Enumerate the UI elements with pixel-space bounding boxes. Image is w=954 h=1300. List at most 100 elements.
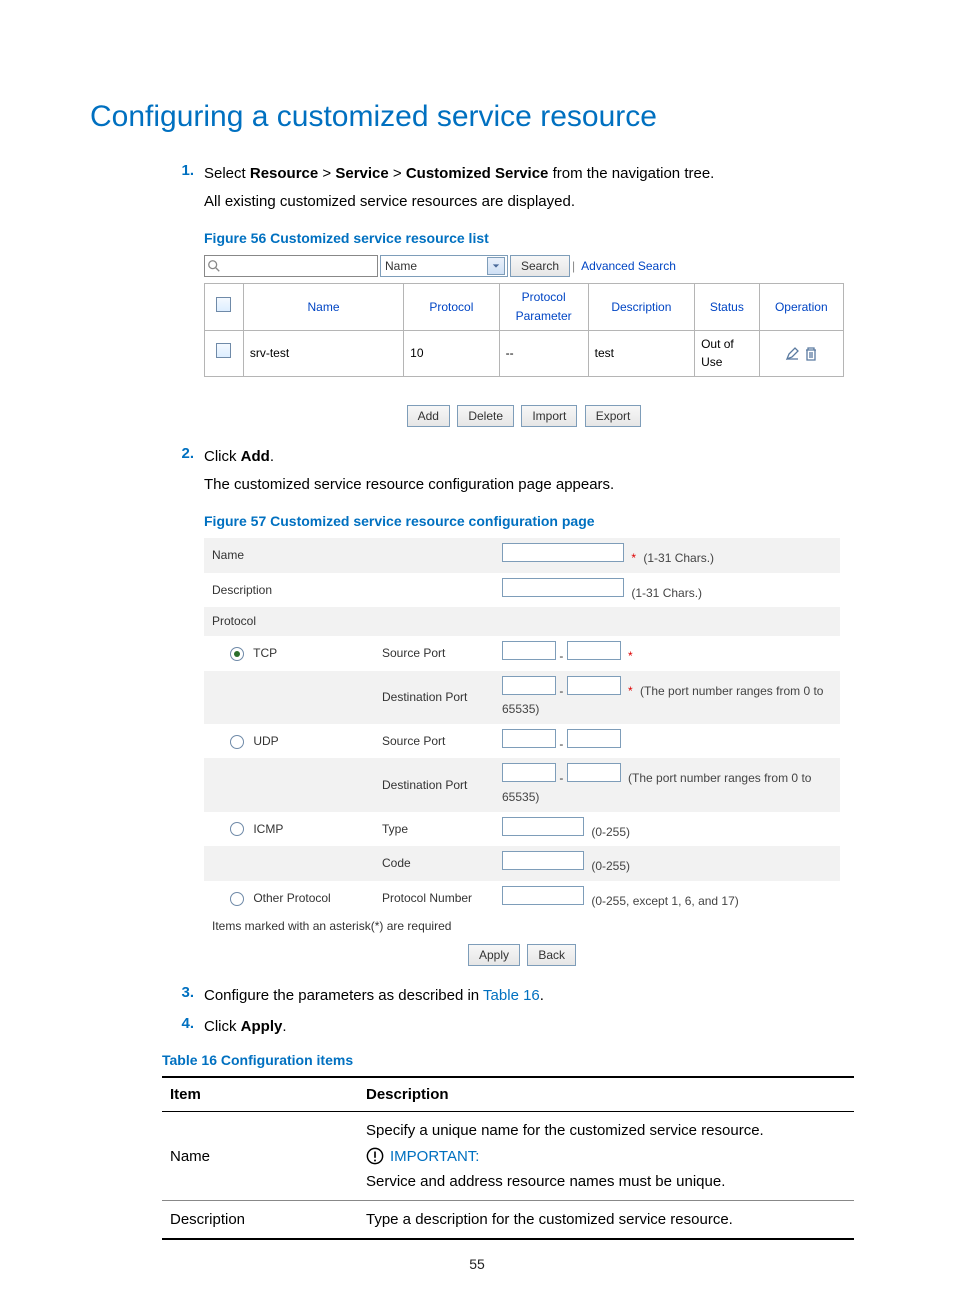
dash-3: - (559, 737, 563, 751)
icmp-radio[interactable] (230, 822, 244, 836)
tcp-dst-port-from[interactable] (502, 676, 556, 695)
dash-2: - (559, 684, 563, 698)
row-checkbox[interactable] (216, 343, 231, 358)
step-4-post: . (282, 1018, 286, 1035)
icmp-code-label: Code (382, 854, 502, 873)
tcp-src-port-to[interactable] (567, 641, 621, 660)
tcp-label: TCP (253, 646, 277, 660)
udp-label: UDP (253, 734, 278, 748)
figure-57: Name * (1-31 Chars.) Description (204, 538, 840, 966)
step-4-body: Click Apply. (204, 1015, 287, 1038)
name-input[interactable] (502, 543, 624, 562)
search-icon (207, 259, 221, 273)
step-1-number: 1. (162, 162, 204, 427)
col-protocol[interactable]: Protocol (404, 284, 499, 330)
search-button[interactable]: Search (510, 255, 570, 277)
cell-name: srv-test (243, 330, 403, 376)
important-icon (366, 1147, 384, 1165)
col-description[interactable]: Description (588, 284, 694, 330)
delete-icon[interactable] (804, 346, 818, 362)
other-protocol-radio[interactable] (230, 892, 244, 906)
step-1-text-post: from the navigation tree. (548, 165, 714, 182)
asterisk-note: Items marked with an asterisk(*) are req… (204, 915, 840, 938)
tcp-src-port-from[interactable] (502, 641, 556, 660)
cell-status: Out of Use (695, 330, 760, 376)
protocol-number-input[interactable] (502, 886, 584, 905)
import-button[interactable]: Import (521, 405, 577, 427)
advanced-search-link[interactable]: Advanced Search (581, 257, 676, 276)
icmp-type-hint: (0-255) (591, 825, 630, 839)
edit-icon[interactable] (785, 346, 801, 362)
step-1-body: Select Resource > Service > Customized S… (204, 162, 844, 427)
icmp-type-label: Type (382, 820, 502, 839)
t16-name-line2: Service and address resource names must … (366, 1173, 846, 1190)
udp-dst-port-to[interactable] (567, 763, 621, 782)
udp-radio[interactable] (230, 735, 244, 749)
dash-1: - (559, 649, 563, 663)
cell-desc: test (588, 330, 694, 376)
protocol-number-hint: (0-255, except 1, 6, and 17) (591, 894, 738, 908)
export-button[interactable]: Export (585, 405, 642, 427)
name-hint: (1-31 Chars.) (643, 551, 714, 565)
row-protocol: Protocol (204, 607, 840, 636)
select-all-checkbox[interactable] (216, 297, 231, 312)
description-input[interactable] (502, 578, 624, 597)
step-3-post: . (540, 987, 544, 1004)
udp-src-port-to[interactable] (567, 729, 621, 748)
step-2-body: Click Add. The customized service resour… (204, 445, 840, 966)
step-2: 2. Click Add. The customized service res… (162, 445, 864, 966)
tcp-radio[interactable] (230, 647, 244, 661)
step-2-add: Add (241, 448, 270, 465)
t16-h-desc: Description (358, 1077, 854, 1112)
step-2-post: . (270, 448, 274, 465)
apply-button[interactable]: Apply (468, 944, 520, 966)
table-16: Item Description Name Specify a unique n… (162, 1076, 854, 1240)
page-number: 55 (0, 1256, 954, 1272)
step-4-number: 4. (162, 1015, 204, 1038)
step-1-sep1: > (318, 165, 335, 182)
page: Configuring a customized service resourc… (0, 0, 954, 1300)
t16-name-line1: Specify a unique name for the customized… (366, 1122, 846, 1139)
col-status[interactable]: Status (695, 284, 760, 330)
resource-table: Name Protocol Protocol Parameter Descrip… (204, 283, 844, 376)
row-icmp-code: Code (0-255) (204, 846, 840, 881)
cell-param: -- (499, 330, 588, 376)
filter-field-select[interactable]: Name (380, 255, 508, 277)
filter-field-value: Name (385, 257, 417, 276)
udp-dst-port-from[interactable] (502, 763, 556, 782)
table-header-row: Name Protocol Protocol Parameter Descrip… (205, 284, 844, 330)
cell-operation (759, 330, 843, 376)
icmp-code-input[interactable] (502, 851, 584, 870)
step-1-text-pre: Select (204, 165, 250, 182)
table-16-link[interactable]: Table 16 (483, 987, 540, 1004)
table-16-header: Item Description (162, 1077, 854, 1112)
tcp-src-port-label: Source Port (382, 644, 502, 663)
udp-src-port-from[interactable] (502, 729, 556, 748)
tcp-dst-port-to[interactable] (567, 676, 621, 695)
table-16-caption: Table 16 Configuration items (162, 1052, 864, 1068)
col-protocol-parameter[interactable]: Protocol Parameter (499, 284, 588, 330)
t16-row-description: Description Type a description for the c… (162, 1201, 854, 1240)
icmp-type-input[interactable] (502, 817, 584, 836)
delete-button[interactable]: Delete (457, 405, 514, 427)
step-4: 4. Click Apply. (162, 1015, 864, 1038)
search-input[interactable] (204, 255, 378, 277)
step-2-pre: Click (204, 448, 241, 465)
protocol-label: Protocol (212, 612, 382, 631)
back-button[interactable]: Back (527, 944, 576, 966)
figure-56-button-row: Add Delete Import Export (204, 405, 844, 427)
step-1-sub: All existing customized service resource… (204, 191, 844, 214)
step-3: 3. Configure the parameters as described… (162, 984, 864, 1007)
row-udp-src: UDP Source Port - (204, 724, 840, 759)
step-4-pre: Click (204, 1018, 241, 1035)
protocol-number-label: Protocol Number (382, 889, 502, 908)
udp-dst-port-label: Destination Port (382, 776, 502, 795)
col-name[interactable]: Name (243, 284, 403, 330)
add-button[interactable]: Add (407, 405, 450, 427)
other-protocol-label: Other Protocol (253, 891, 330, 905)
name-label: Name (212, 546, 382, 565)
figure-57-caption: Figure 57 Customized service resource co… (204, 511, 840, 533)
icmp-label: ICMP (253, 822, 283, 836)
step-1: 1. Select Resource > Service > Customize… (162, 162, 864, 427)
col-operation[interactable]: Operation (759, 284, 843, 330)
